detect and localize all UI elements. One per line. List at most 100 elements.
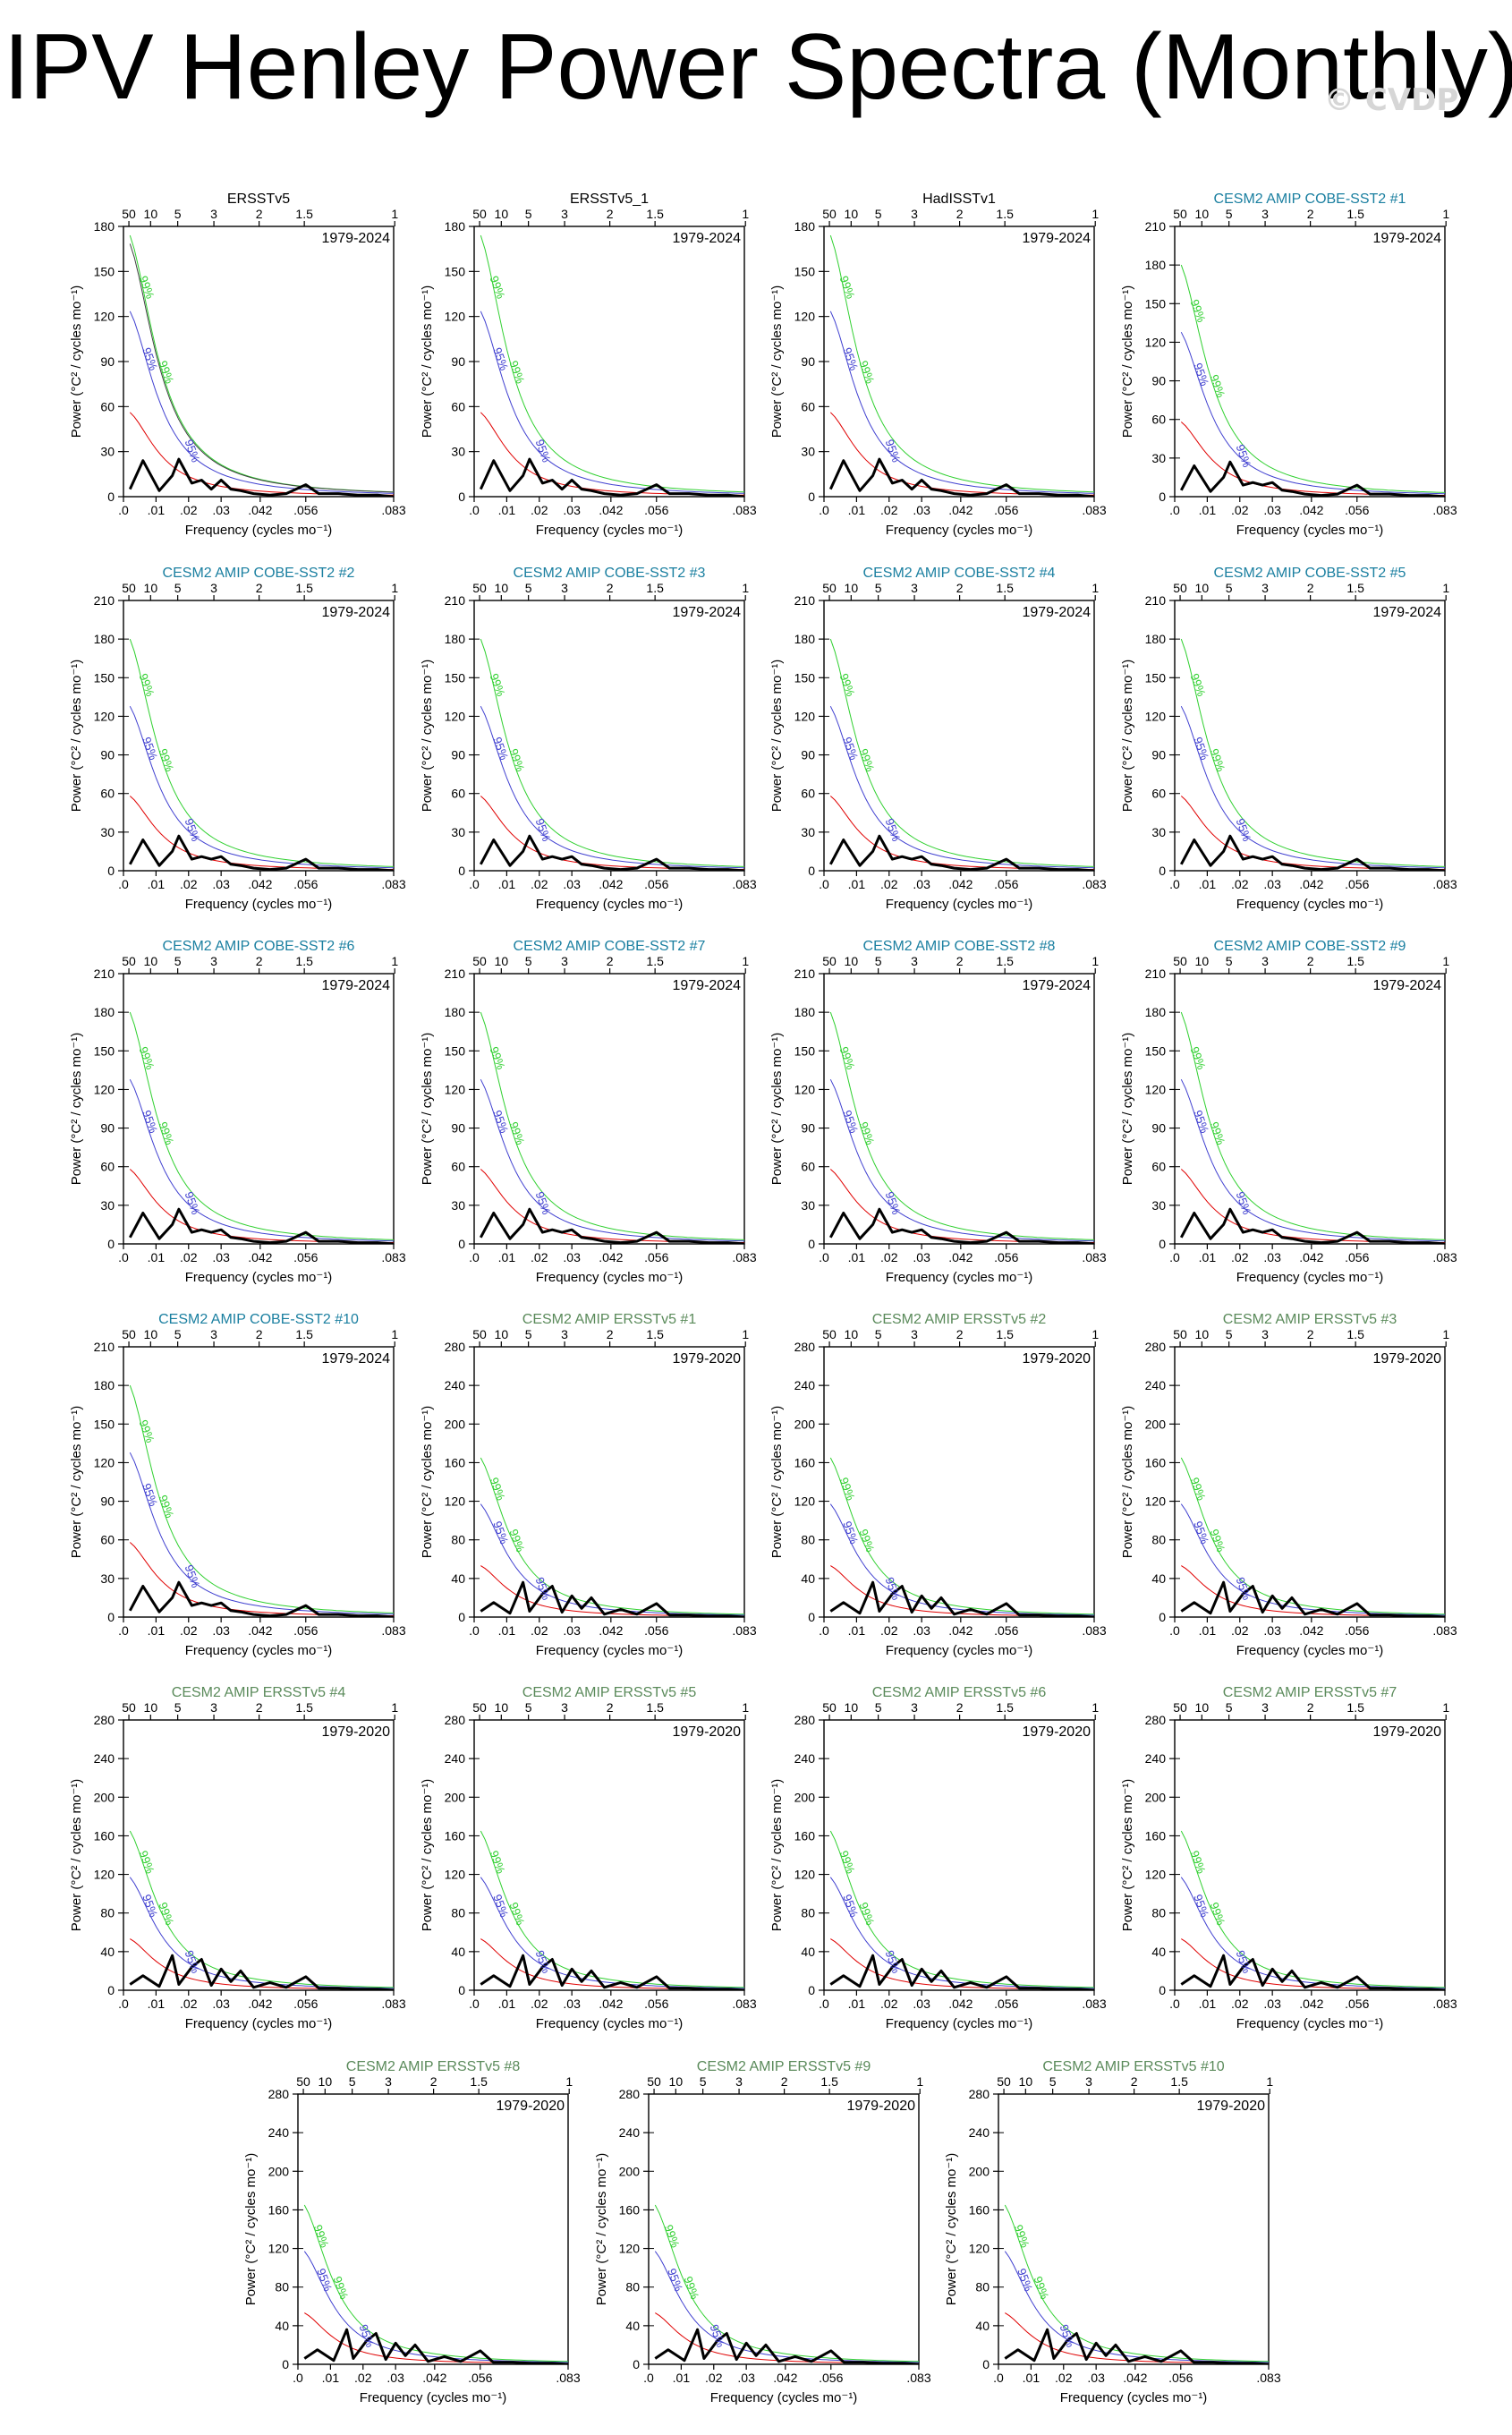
curves [828,638,1094,871]
chart-title: CESM2 AMIP COBE-SST2 #4 [863,566,1056,581]
period-label: 1979-2024 [321,978,390,993]
y-tick-label: 120 [94,709,115,723]
top-tick-label: 10 [669,2074,684,2089]
y-tick-label: 150 [1145,670,1167,685]
x-tick-label: .083 [1432,1250,1457,1264]
y-tick-label: 60 [801,787,815,801]
x-tick-label: .03 [212,877,230,891]
x-tick-label: .056 [468,2371,492,2385]
ci95-label: 95% [183,438,203,464]
x-tick-label: .056 [1345,1623,1369,1638]
y-tick-label: 120 [794,1082,816,1096]
ci99-label: 99% [1188,1849,1209,1876]
chart-title: CESM2 AMIP COBE-SST2 #3 [514,566,706,581]
top-tick-label: 10 [319,2074,333,2089]
x-tick-label: .042 [948,1250,973,1264]
y-tick-label: 80 [451,1906,465,1920]
plot-frame [1174,226,1446,498]
x-tick-label: .0 [293,2371,303,2385]
ci95-line [829,1078,1094,1242]
plot-frame [123,973,395,1245]
x-tick-label: .02 [1231,503,1249,517]
ci95-line [1180,1503,1445,1616]
y-tick-label: 200 [445,1417,466,1431]
plot-frame [1174,1346,1446,1618]
top-tick-label: 3 [210,207,217,221]
y-tick-label: 30 [100,445,115,459]
top-tick-label: 1 [1442,207,1449,221]
y-axis-label: Power (°C² / cycles mo⁻¹) [1120,1406,1135,1559]
y-tick-label: 240 [969,2125,990,2140]
x-tick-label: .056 [293,877,318,891]
ci95-label: 95% [1234,1948,1254,1975]
y-tick-label: 120 [794,310,816,324]
top-tick-label: 10 [1019,2074,1033,2089]
top-tick-label: 3 [911,1700,918,1715]
x-tick-label: .02 [180,1623,198,1638]
x-axis-label: Frequency (cycles mo⁻¹) [536,897,684,912]
top-tick-label: 1 [391,207,398,221]
ci95-label: 95% [1058,2322,1078,2349]
top-tick-label: 1 [742,1700,749,1715]
x-tick-label: .0 [469,1250,480,1264]
ci99-line [1180,1457,1445,1615]
ci99-line [1180,1830,1445,1988]
x-axis-label: Frequency (cycles mo⁻¹) [886,2016,1033,2031]
x-tick-label: .02 [880,1623,898,1638]
y-tick-label: 120 [94,310,115,324]
y-tick-label: 150 [94,1043,115,1058]
x-tick-label: .03 [913,1623,930,1638]
x-tick-label: .056 [644,1997,668,2011]
top-tick-label: 1 [742,954,749,968]
x-tick-label: .0 [469,877,480,891]
top-tick-label: 5 [875,954,882,968]
x-tick-label: .083 [381,877,405,891]
top-tick-label: 3 [1261,581,1269,595]
x-tick-label: .0 [469,503,480,517]
top-tick-label: 1.5 [820,2074,838,2089]
x-tick-label: .056 [293,1997,318,2011]
ci99-line [303,2204,568,2363]
x-tick-label: .03 [913,1997,930,2011]
y-axis-label: Power (°C² / cycles mo⁻¹) [420,285,435,438]
chart-title: ERSSTv5_1 [570,192,649,207]
x-tick-label: .083 [1082,1623,1106,1638]
x-tick-label: .01 [148,1250,166,1264]
y-tick-label: 120 [445,1868,466,1882]
ci95-line [829,1877,1094,1989]
x-tick-label: .02 [880,877,898,891]
y-tick-label: 40 [275,2319,289,2333]
top-tick-label: 1 [1092,207,1099,221]
y-tick-label: 210 [445,966,466,981]
top-tick-label: 3 [1085,2074,1092,2089]
period-label: 1979-2024 [1372,231,1441,246]
ci95-label: 95% [840,1109,861,1136]
chart-title: CESM2 AMIP COBE-SST2 #1 [1214,192,1406,207]
x-tick-label: .0 [819,1623,829,1638]
ci95-line [480,705,744,869]
chart-panel: CESM2 AMIP ERSSTv5 #3 1979-2020 0 40 80 120 16… [1120,1312,1457,1658]
top-tick-label: 2 [956,1327,964,1341]
curves [829,1457,1094,1617]
plot-frame [823,973,1095,1245]
spectrum-line [1179,1207,1445,1244]
top-tick-label: 1.5 [996,954,1014,968]
ci99-line [480,638,744,867]
ci95-label: 95% [1234,1575,1254,1602]
chart-title: CESM2 AMIP COBE-SST2 #10 [158,1312,359,1327]
y-tick-label: 0 [458,1237,465,1251]
y-tick-label: 150 [94,670,115,685]
top-tick-label: 3 [1261,954,1269,968]
period-label: 1979-2020 [1022,1724,1091,1740]
x-axis-label: Frequency (cycles mo⁻¹) [185,1270,333,1285]
x-tick-label: .03 [1263,503,1281,517]
x-tick-label: .042 [1123,2371,1147,2385]
x-tick-label: .03 [1087,2371,1105,2385]
top-tick-label: 10 [495,1327,509,1341]
y-tick-label: 80 [1151,1533,1166,1547]
y-tick-label: 240 [619,2125,641,2140]
top-tick-label: 2 [1307,1700,1314,1715]
top-tick-label: 1.5 [1346,581,1364,595]
y-tick-label: 160 [619,2202,641,2217]
ci99-label: 99% [488,1045,508,1072]
